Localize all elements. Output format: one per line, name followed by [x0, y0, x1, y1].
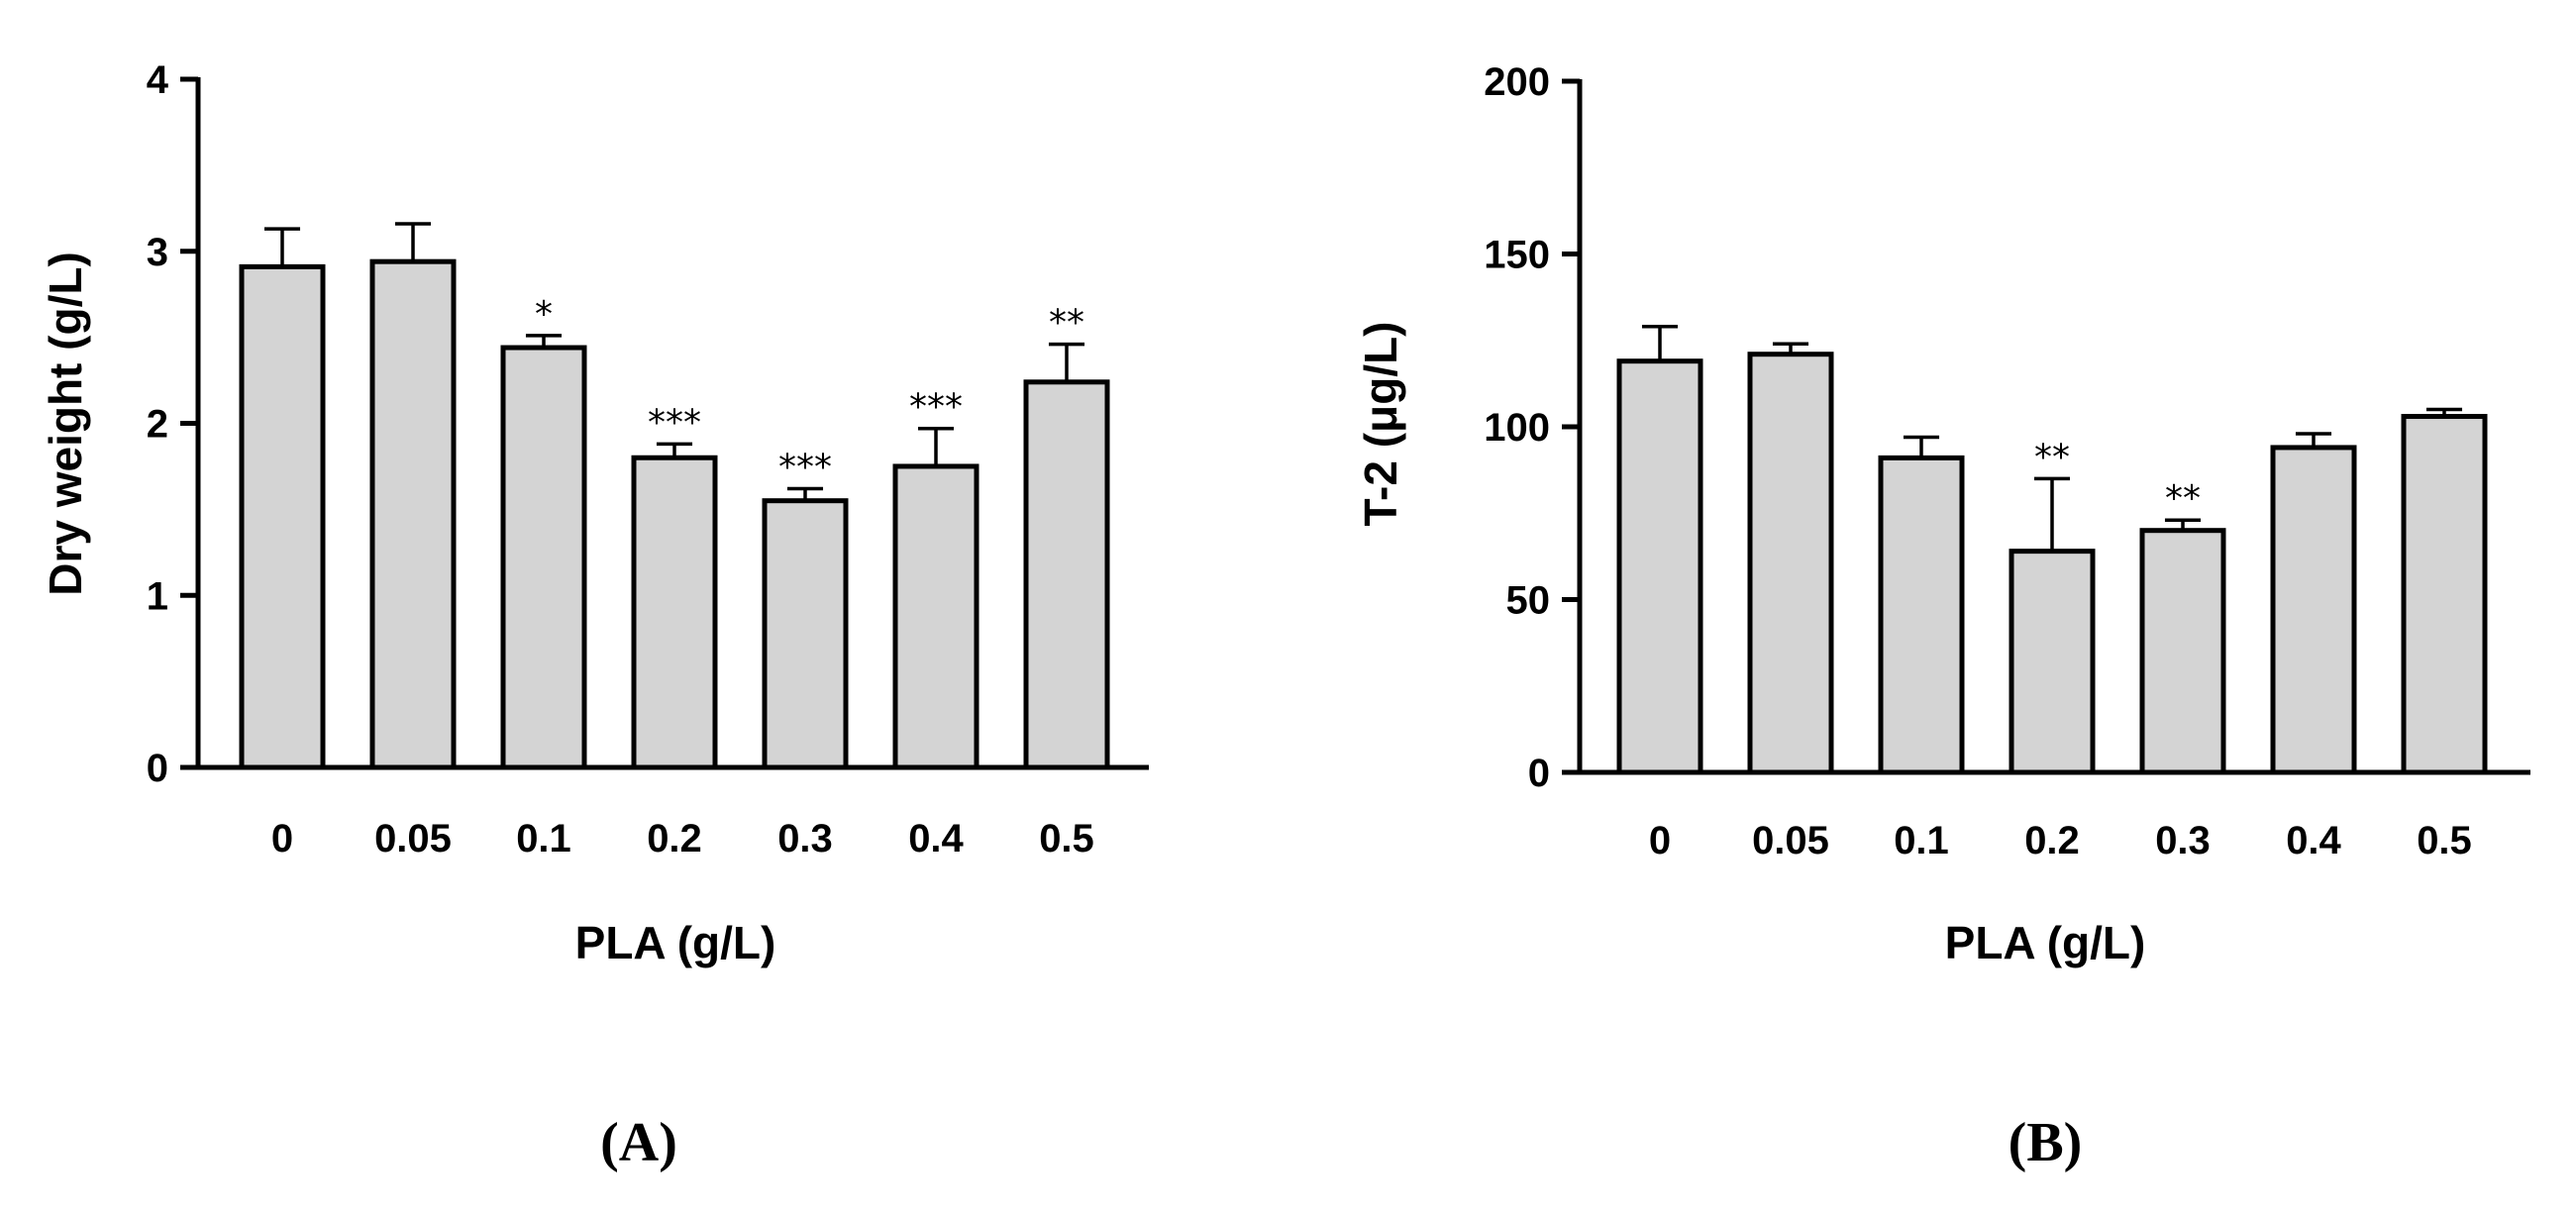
chart-1-panel-label: (B): [2009, 1112, 2083, 1173]
chart-0-error-bar-0: [263, 227, 301, 267]
chart-1-bar-5: [2270, 445, 2357, 775]
chart-0-x-tick-label-3: 0.2: [647, 817, 702, 861]
chart-1-y-tick-label-0: 0: [1528, 752, 1550, 795]
chart-1-bar-2: [1878, 455, 1965, 775]
chart-0-error-bar-4: [786, 486, 824, 501]
chart-1-x-tick-label-0: 0: [1649, 819, 1671, 862]
chart-0-bar-0: [239, 263, 326, 770]
chart-0: 0 0.05 * 0.1 *** 0.2 *** 0.3 *** 0.4 ** 0.5 0 1 2 3 4 PLA…: [40, 58, 1149, 1173]
chart-1-error-bar-5: [2295, 432, 2332, 448]
chart-0-bar-5: [892, 463, 979, 770]
chart-1-x-tick-label-5: 0.4: [2286, 819, 2341, 862]
chart-0-error-bar-1: [394, 222, 432, 262]
chart-1-x-tick-label-4: 0.3: [2155, 819, 2211, 862]
chart-1-y-tick-label-4: 200: [1484, 60, 1550, 104]
chart-0-y-tick-label-1: 1: [147, 574, 168, 618]
chart-1-x-tick-label-1: 0.05: [1752, 819, 1829, 862]
chart-0-y-tick-label-0: 0: [147, 747, 168, 790]
chart-0-x-tick-label-2: 0.1: [516, 817, 571, 861]
chart-0-bar-3: [631, 455, 718, 770]
chart-0-x-tick-label-1: 0.05: [374, 817, 452, 861]
chart-0-error-bar-3: [656, 442, 693, 458]
chart-1-error-bar-0: [1641, 325, 1679, 361]
chart-1-bar-6: [2401, 414, 2488, 775]
chart-1-x-tick-label-3: 0.2: [2024, 819, 2080, 862]
chart-0-significance-6: **: [1049, 303, 1084, 344]
chart-0-y-tick-label-4: 4: [147, 58, 169, 102]
chart-0-bar-6: [1023, 379, 1110, 770]
chart-0-significance-4: ***: [778, 448, 832, 488]
chart-1-y-tick-label-3: 150: [1484, 234, 1550, 277]
chart-0-error-bar-6: [1048, 342, 1085, 382]
chart-0-x-tick-label-5: 0.4: [908, 817, 964, 861]
chart-0-y-axis-title: Dry weight (g/L): [40, 252, 91, 596]
chart-1-error-bar-2: [1903, 435, 1940, 458]
chart-1-x-tick-label-6: 0.5: [2417, 819, 2472, 862]
chart-1-y-tick-label-2: 100: [1484, 406, 1550, 450]
chart-0-significance-2: *: [535, 294, 553, 335]
chart-1-bar-4: [2139, 528, 2226, 775]
chart-0-bar-1: [369, 258, 457, 770]
chart-0-significance-5: ***: [909, 387, 963, 428]
chart-1-bar-3: [2009, 549, 2096, 775]
chart-0-significance-3: ***: [648, 402, 701, 443]
chart-1-error-bar-6: [2425, 407, 2463, 417]
chart-0-x-tick-label-0: 0: [271, 817, 293, 861]
chart-1-x-tick-label-2: 0.1: [1894, 819, 1949, 862]
chart-0-error-bar-5: [917, 426, 955, 466]
chart-0-y-tick-label-2: 2: [147, 403, 168, 447]
chart-0-bar-2: [500, 345, 587, 770]
chart-1-x-axis-title: PLA (g/L): [1945, 917, 2146, 968]
chart-0-bar-4: [762, 498, 849, 770]
chart-1-y-tick-label-1: 50: [1506, 579, 1551, 623]
chart-0-x-axis-title: PLA (g/L): [575, 917, 776, 968]
chart-1-error-bar-3: [2033, 476, 2071, 552]
chart-1-significance-4: **: [2165, 478, 2201, 519]
chart-1-bar-1: [1747, 352, 1834, 775]
chart-0-error-bar-2: [525, 334, 563, 349]
chart-1-y-axis-title: T-2 (μg/L): [1355, 322, 1406, 527]
chart-1: 0 0.05 0.1 ** 0.2 ** 0.3 0.4 0.5 0 50 100 150 200 PLA …: [1355, 60, 2530, 1173]
chart-0-panel-label: (A): [600, 1112, 677, 1173]
chart-0-x-tick-label-6: 0.5: [1039, 817, 1094, 861]
chart-0-x-tick-label-4: 0.3: [777, 817, 833, 861]
chart-1-error-bar-1: [1772, 342, 1809, 354]
chart-1-error-bar-4: [2164, 518, 2202, 531]
chart-0-y-tick-label-3: 3: [147, 231, 168, 274]
chart-1-bar-0: [1616, 358, 1703, 775]
chart-1-significance-3: **: [2034, 437, 2070, 477]
